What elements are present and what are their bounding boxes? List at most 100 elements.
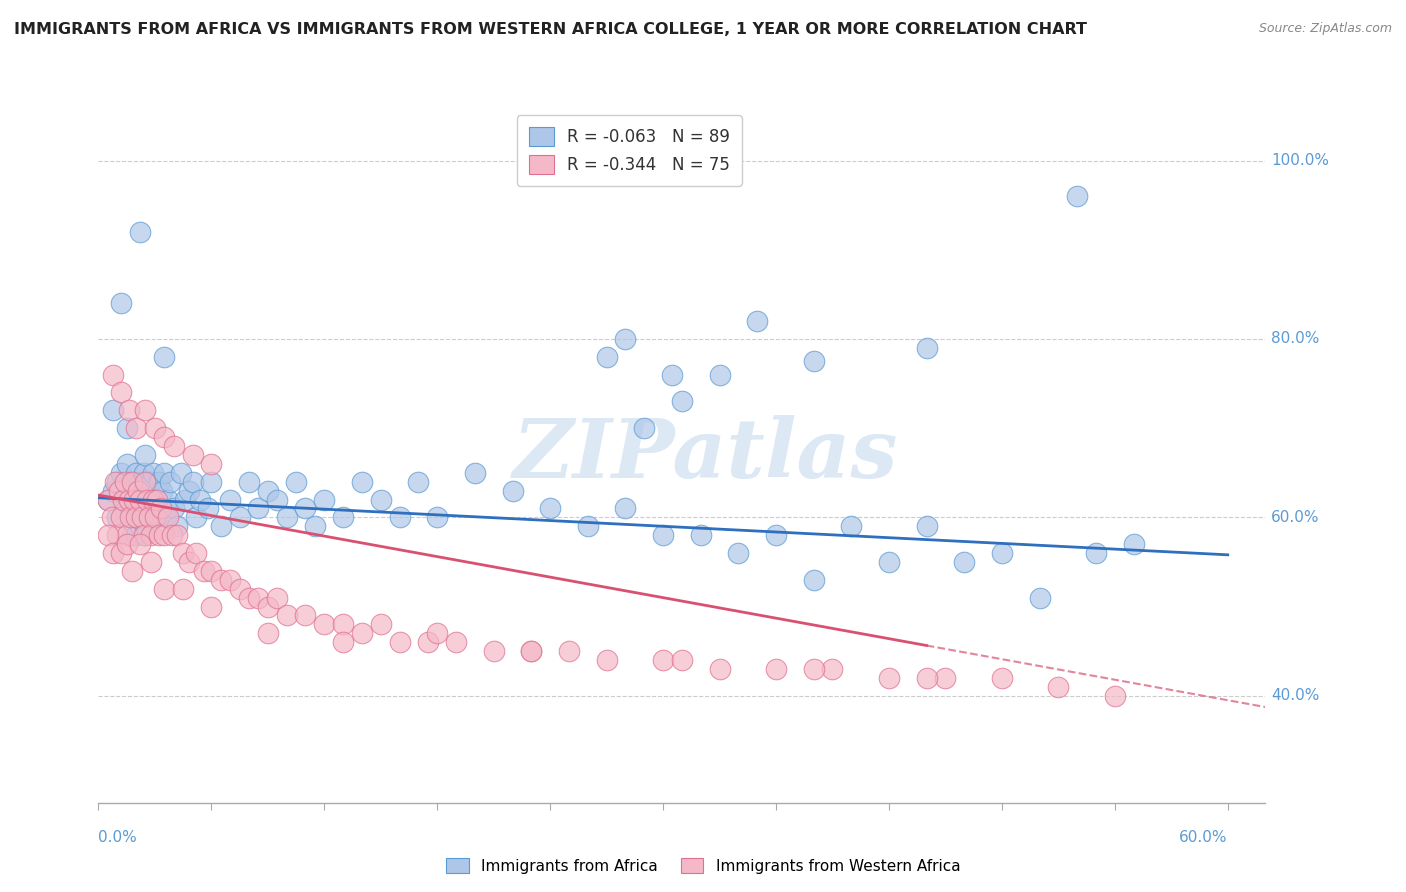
Point [661, 368, 683, 382]
Point [153, 528, 176, 542]
Point [839, 519, 862, 533]
Point [125, 510, 148, 524]
Point [614, 501, 637, 516]
Point [991, 671, 1014, 685]
Point [159, 475, 181, 489]
Point [121, 475, 143, 489]
Point [100, 510, 122, 524]
Point [1122, 537, 1144, 551]
Point [153, 582, 176, 596]
Point [276, 510, 298, 524]
Point [128, 519, 150, 533]
Point [110, 510, 132, 524]
Point [148, 475, 170, 489]
Point [228, 510, 250, 524]
Text: 60.0%: 60.0% [1180, 830, 1227, 845]
Point [132, 466, 155, 480]
Point [131, 510, 153, 524]
Point [915, 519, 938, 533]
Point [115, 457, 138, 471]
Point [370, 617, 392, 632]
Point [200, 475, 222, 489]
Point [134, 403, 156, 417]
Point [304, 519, 326, 533]
Point [558, 644, 581, 658]
Point [727, 546, 749, 560]
Text: IMMIGRANTS FROM AFRICA VS IMMIGRANTS FROM WESTERN AFRICA COLLEGE, 1 YEAR OR MORE: IMMIGRANTS FROM AFRICA VS IMMIGRANTS FRO… [14, 22, 1087, 37]
Point [132, 501, 155, 516]
Point [350, 475, 373, 489]
Point [139, 555, 162, 569]
Point [502, 483, 524, 498]
Point [117, 403, 139, 417]
Point [1028, 591, 1050, 605]
Point [143, 421, 166, 435]
Text: 100.0%: 100.0% [1271, 153, 1329, 168]
Point [103, 546, 125, 560]
Point [105, 528, 128, 542]
Point [388, 635, 411, 649]
Point [416, 635, 439, 649]
Point [332, 617, 354, 632]
Point [671, 394, 693, 409]
Point [238, 591, 260, 605]
Point [134, 448, 156, 462]
Point [120, 510, 142, 524]
Point [111, 492, 134, 507]
Point [103, 403, 125, 417]
Point [614, 332, 637, 346]
Point [138, 510, 160, 524]
Legend: R = -0.063   N = 89, R = -0.344   N = 75: R = -0.063 N = 89, R = -0.344 N = 75 [517, 115, 742, 186]
Point [172, 582, 194, 596]
Point [186, 546, 208, 560]
Point [166, 528, 188, 542]
Point [314, 617, 336, 632]
Point [143, 492, 166, 507]
Point [350, 626, 373, 640]
Point [219, 492, 242, 507]
Point [152, 483, 174, 498]
Point [803, 573, 825, 587]
Point [209, 519, 232, 533]
Point [266, 492, 288, 507]
Point [595, 350, 617, 364]
Point [115, 528, 138, 542]
Point [915, 341, 938, 355]
Point [294, 608, 316, 623]
Text: 40.0%: 40.0% [1271, 689, 1319, 703]
Point [115, 537, 138, 551]
Point [105, 510, 128, 524]
Text: 60.0%: 60.0% [1271, 510, 1320, 524]
Point [125, 528, 148, 542]
Text: Source: ZipAtlas.com: Source: ZipAtlas.com [1258, 22, 1392, 36]
Point [177, 483, 200, 498]
Point [110, 296, 132, 310]
Point [104, 475, 127, 489]
Point [209, 573, 232, 587]
Point [138, 492, 160, 507]
Point [125, 466, 148, 480]
Point [146, 492, 169, 507]
Point [953, 555, 976, 569]
Point [314, 492, 336, 507]
Point [709, 368, 731, 382]
Point [177, 555, 200, 569]
Point [247, 501, 270, 516]
Point [125, 483, 148, 498]
Point [294, 501, 316, 516]
Point [538, 501, 561, 516]
Point [97, 492, 120, 507]
Point [285, 475, 308, 489]
Point [200, 457, 222, 471]
Point [139, 528, 162, 542]
Point [117, 475, 139, 489]
Point [136, 492, 159, 507]
Point [125, 421, 148, 435]
Point [426, 626, 449, 640]
Point [134, 475, 156, 489]
Point [256, 626, 278, 640]
Point [139, 510, 162, 524]
Point [172, 546, 194, 560]
Point [256, 483, 278, 498]
Point [803, 354, 825, 368]
